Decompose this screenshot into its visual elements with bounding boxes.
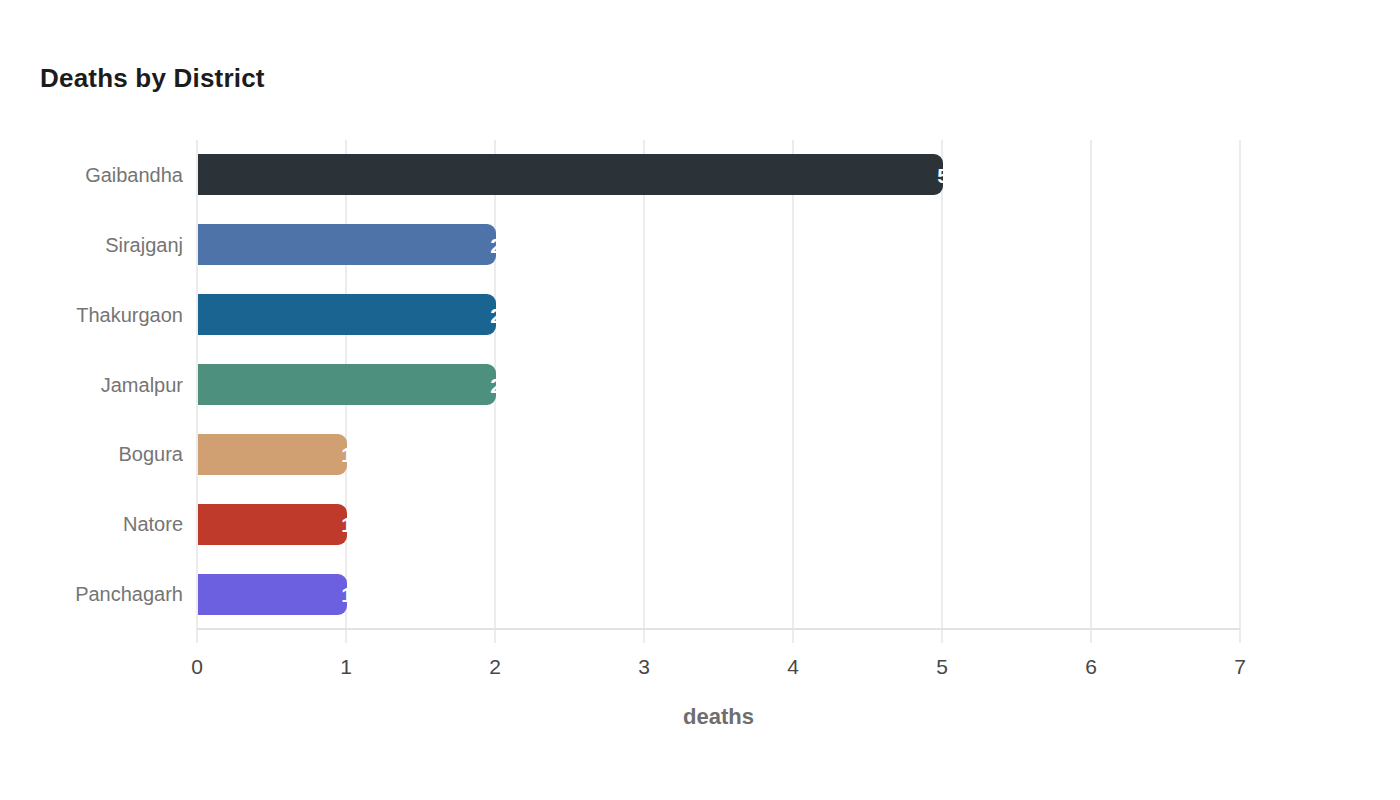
bar-thakurgaon: 2 [198,294,496,335]
bar-value-label: 1 [341,514,347,535]
chart-title: Deaths by District [40,63,265,94]
bar-bogura: 1 [198,434,347,475]
category-label-thakurgaon: Thakurgaon [23,305,183,325]
category-label-natore: Natore [23,514,183,534]
bar-value-label: 1 [341,584,347,605]
bar-value-label: 5 [937,164,943,185]
x-tick-label-5: 5 [912,656,972,677]
bar-chart: Deaths by District 5 2 2 2 1 1 1 Gaibandha Sira… [0,0,1400,800]
category-label-gaibandha: Gaibandha [23,165,183,185]
bar-sirajganj: 2 [198,224,496,265]
gridline-x-7 [1239,140,1241,643]
bar-natore: 1 [198,504,347,545]
x-tick-label-7: 7 [1210,656,1270,677]
category-label-panchagarh: Panchagarh [23,584,183,604]
bar-gaibandha: 5 [198,154,943,195]
x-tick-label-1: 1 [316,656,376,677]
x-tick-label-2: 2 [465,656,525,677]
bar-panchagarh: 1 [198,574,347,615]
category-label-sirajganj: Sirajganj [23,235,183,255]
plot-area: 5 2 2 2 1 1 1 [197,140,1240,629]
x-axis-line [197,628,1240,630]
category-label-bogura: Bogura [23,444,183,464]
gridline-x-4 [792,140,794,643]
bar-value-label: 2 [490,374,496,395]
x-axis-title: deaths [197,706,1240,728]
category-label-jamalpur: Jamalpur [23,375,183,395]
bar-jamalpur: 2 [198,364,496,405]
gridline-x-6 [1090,140,1092,643]
x-tick-label-0: 0 [167,656,227,677]
bar-value-label: 2 [490,234,496,255]
x-tick-label-3: 3 [614,656,674,677]
x-tick-label-6: 6 [1061,656,1121,677]
gridline-x-5 [941,140,943,643]
x-tick-label-4: 4 [763,656,823,677]
gridline-x-3 [643,140,645,643]
bar-value-label: 1 [341,444,347,465]
bar-value-label: 2 [490,304,496,325]
